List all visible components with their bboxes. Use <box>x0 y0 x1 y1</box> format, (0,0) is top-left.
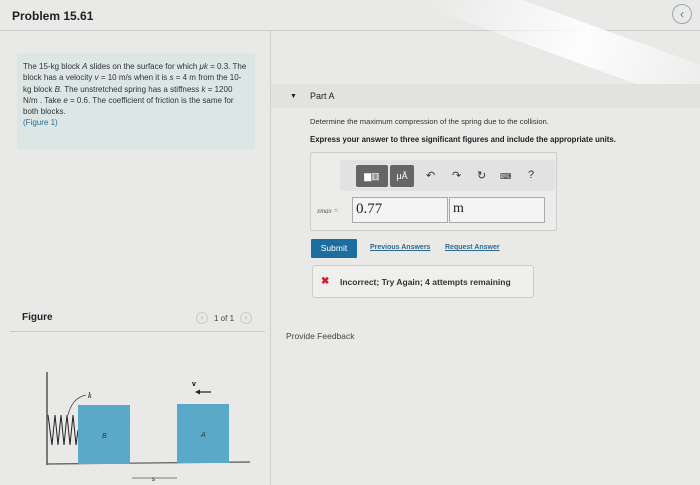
previous-answers-link[interactable]: Previous Answers <box>370 244 431 251</box>
column-divider <box>270 31 271 485</box>
prev-figure-button[interactable]: ‹ <box>196 312 208 324</box>
unit-input[interactable]: m <box>449 197 545 223</box>
figure-diagram: k B A v s <box>46 372 251 483</box>
spring <box>47 414 79 446</box>
figure-pager: ‹ 1 of 1 › <box>196 312 253 324</box>
figure-heading: Figure <box>22 312 53 323</box>
help-button[interactable]: ? <box>528 169 535 181</box>
distance-label: s <box>152 477 155 483</box>
redo-icon[interactable]: ↷ <box>452 170 462 182</box>
divider <box>0 30 700 31</box>
keyboard-icon[interactable]: ⌨ <box>500 172 512 181</box>
chevron-left-icon[interactable]: ‹ <box>672 4 692 24</box>
units-button[interactable]: μÅ <box>390 165 414 187</box>
caret-down-icon[interactable]: ▼ <box>290 93 297 100</box>
instruction-text: Express your answer to three significant… <box>310 135 616 144</box>
page-indicator: 1 of 1 <box>214 313 235 323</box>
feedback-text: Incorrect; Try Again; 4 attempts remaini… <box>340 277 511 287</box>
submit-button[interactable]: Submit <box>311 239 357 258</box>
question-text: Determine the maximum compression of the… <box>310 117 549 126</box>
part-label[interactable]: Part A <box>310 91 335 101</box>
block-b-label: B <box>102 433 107 440</box>
value-input[interactable]: 0.77 <box>352 197 448 223</box>
variable-label: xmax = <box>317 207 339 215</box>
spring-label: k <box>88 391 92 400</box>
part-a-header[interactable] <box>271 84 700 108</box>
reset-icon[interactable]: ↻ <box>477 170 487 182</box>
request-answer-link[interactable]: Request Answer <box>445 244 500 251</box>
velocity-label: v <box>192 381 196 388</box>
block-b <box>78 405 130 464</box>
divider <box>10 331 265 332</box>
template-button[interactable]: ▆▥ <box>356 165 388 187</box>
provide-feedback-link[interactable]: Provide Feedback <box>286 331 355 341</box>
block-a-label: A <box>200 432 206 439</box>
figure-link[interactable]: (Figure 1) <box>23 118 58 128</box>
block-a <box>177 404 229 463</box>
problem-statement: The 15-kg block A slides on the surface … <box>17 53 255 149</box>
feedback-box <box>312 265 534 298</box>
undo-icon[interactable]: ↶ <box>426 170 436 182</box>
next-figure-button[interactable]: › <box>240 312 253 324</box>
problem-title: Problem 15.61 <box>12 9 94 23</box>
incorrect-icon: ✖ <box>321 276 330 287</box>
